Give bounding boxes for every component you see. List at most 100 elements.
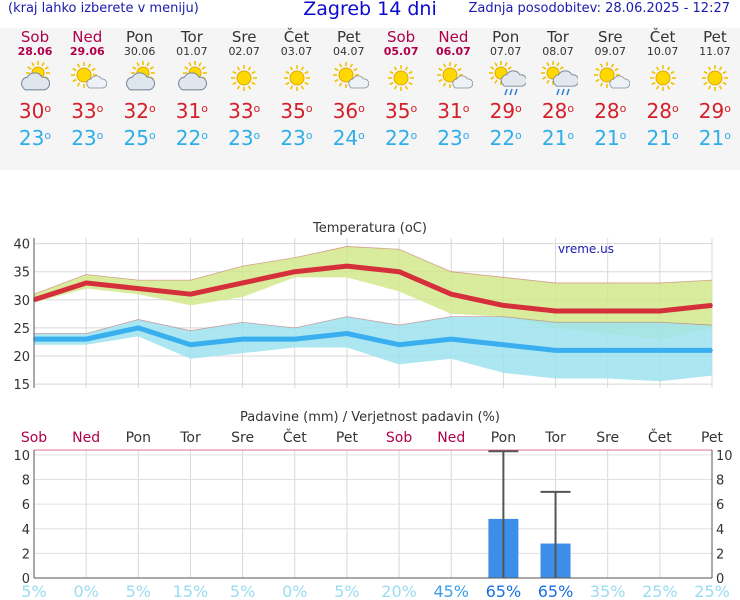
data-point-min bbox=[241, 338, 244, 341]
x-tick-label: Čet bbox=[283, 428, 307, 446]
day-name: Sob bbox=[20, 28, 50, 46]
day-name: Pet bbox=[703, 28, 727, 46]
max-temp: 29o bbox=[698, 99, 731, 123]
max-range-band bbox=[34, 246, 712, 340]
min-temp: 21o bbox=[698, 126, 731, 150]
y-tick-label-right: 6 bbox=[716, 498, 724, 513]
data-point-max bbox=[241, 281, 244, 284]
day-column: Pet 11.07 29o 21o bbox=[689, 28, 740, 151]
watermark: vreme.us bbox=[558, 242, 614, 256]
y-tick-label-right: 4 bbox=[716, 523, 724, 538]
day-column: Sob 05.07 35o 22o bbox=[375, 28, 427, 151]
max-temp: 35o bbox=[280, 99, 313, 123]
day-name: Čet bbox=[649, 28, 676, 46]
data-point-max bbox=[345, 265, 348, 268]
sun-small-cloud-icon bbox=[67, 61, 108, 95]
day-column: Pon 07.07 29o 22o bbox=[480, 28, 532, 151]
x-tick-label: Sob bbox=[21, 430, 47, 446]
header: (kraj lahko izberete v meniju) Zagreb 14… bbox=[0, 0, 740, 22]
series-line-max bbox=[33, 263, 713, 314]
precip-probability: 0% bbox=[282, 582, 307, 600]
max-temp: 28o bbox=[646, 99, 679, 123]
day-column: Čet 10.07 28o 21o bbox=[637, 28, 689, 151]
y-tick-label-right: 10 bbox=[716, 449, 733, 464]
data-point-min bbox=[85, 338, 88, 341]
sun-icon bbox=[277, 61, 317, 95]
x-tick-label: Pet bbox=[701, 430, 724, 446]
day-date: 08.07 bbox=[542, 45, 574, 58]
day-name: Pon bbox=[125, 28, 154, 46]
sun-cloud-icon bbox=[120, 61, 160, 95]
day-name: Tor bbox=[547, 28, 569, 46]
min-range-band-edge bbox=[34, 316, 713, 334]
x-tick-label: Ned bbox=[72, 430, 100, 446]
sun-icon bbox=[224, 61, 264, 95]
y-tick-label: 20 bbox=[13, 350, 30, 365]
data-point-max bbox=[711, 304, 713, 307]
day-name: Ned bbox=[438, 28, 469, 46]
x-tick-label: Sre bbox=[231, 430, 254, 446]
min-temp: 22o bbox=[489, 126, 522, 150]
temperature-chart: Temperatura (oC) 15 20 25 30 35 40 vreme.us bbox=[13, 221, 713, 393]
min-temp: 24o bbox=[332, 126, 365, 150]
x-tick-label: Tor bbox=[179, 430, 201, 446]
x-tick-label: Tor bbox=[544, 430, 566, 446]
data-point-max bbox=[189, 293, 192, 296]
max-temp: 31o bbox=[175, 99, 208, 123]
data-point-max bbox=[502, 304, 505, 307]
min-temp: 23o bbox=[71, 126, 104, 150]
min-temp: 23o bbox=[437, 126, 470, 150]
page-title: Zagreb 14 dni bbox=[303, 0, 437, 20]
sun-small-cloud-icon bbox=[590, 61, 631, 95]
min-temp: 25o bbox=[123, 126, 156, 150]
sun-icon bbox=[381, 61, 421, 95]
max-range-band-edge bbox=[33, 246, 713, 295]
y-tick-label: 25 bbox=[13, 322, 30, 337]
max-temp: 36o bbox=[332, 99, 365, 123]
max-temp: 33o bbox=[71, 99, 104, 123]
data-point-min bbox=[398, 343, 401, 346]
data-point-max bbox=[450, 293, 453, 296]
day-column: Ned 29.06 33o 23o bbox=[61, 28, 113, 151]
sun-rain-icon bbox=[486, 61, 527, 96]
day-date: 02.07 bbox=[228, 45, 260, 58]
day-name: Sob bbox=[386, 28, 416, 46]
min-temp: 22o bbox=[385, 126, 418, 150]
data-point-max bbox=[398, 270, 401, 273]
data-point-max bbox=[293, 270, 296, 273]
sun-icon bbox=[695, 61, 735, 95]
precip-probability: 65% bbox=[486, 582, 522, 600]
precip-probability: 0% bbox=[73, 582, 98, 600]
data-point-max bbox=[85, 281, 88, 284]
max-temp: 31o bbox=[437, 99, 470, 123]
day-column: Ned 06.07 31o 23o bbox=[427, 28, 479, 151]
precipitation-chart: Padavine (mm) / Verjetnost padavin (%) So… bbox=[13, 410, 733, 600]
sun-rain-icon bbox=[538, 61, 580, 96]
max-temp: 35o bbox=[385, 99, 418, 123]
max-temp: 30o bbox=[18, 99, 52, 123]
day-date: 30.06 bbox=[123, 45, 156, 58]
x-tick-label: Pon bbox=[126, 430, 151, 446]
precip-probability: 5% bbox=[126, 582, 151, 600]
day-date: 11.07 bbox=[699, 45, 731, 58]
x-tick-label: Sre bbox=[596, 430, 619, 446]
max-temp: 32o bbox=[123, 99, 156, 123]
day-column: Pon 30.06 32o 25o bbox=[114, 28, 166, 151]
data-point-min bbox=[293, 338, 296, 341]
precip-probability: 15% bbox=[173, 582, 209, 600]
day-name: Sre bbox=[231, 28, 257, 46]
y-tick-label-left: 2 bbox=[22, 547, 30, 562]
day-date: 01.07 bbox=[176, 45, 208, 58]
day-date: 09.07 bbox=[594, 45, 627, 58]
precip-probability: 65% bbox=[538, 582, 574, 600]
day-name: Ned bbox=[72, 28, 103, 46]
y-tick-label-left: 8 bbox=[22, 474, 30, 489]
x-tick-label: Sob bbox=[386, 430, 412, 446]
day-column: Sob 28.06 30o 23o bbox=[9, 28, 61, 151]
precip-probability: 35% bbox=[590, 582, 626, 600]
max-temp: 28o bbox=[594, 99, 627, 123]
data-point-max bbox=[137, 287, 140, 290]
precip-probability: 25% bbox=[642, 582, 678, 600]
location-note: (kraj lahko izberete v meniju) bbox=[8, 1, 199, 16]
data-point-min bbox=[137, 326, 140, 329]
